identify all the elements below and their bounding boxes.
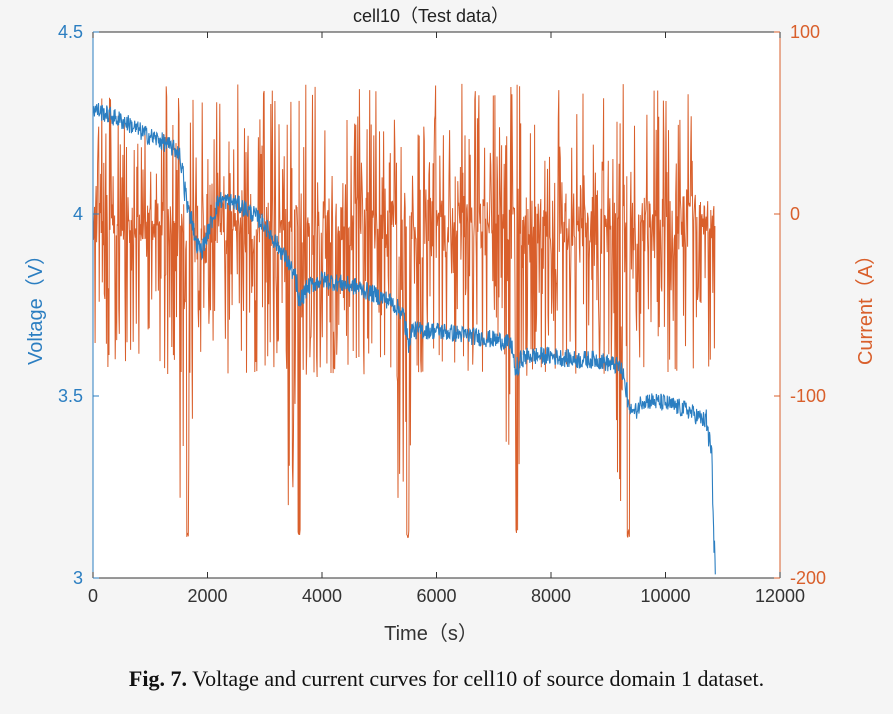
y-right-tick-label: 0 <box>790 204 800 224</box>
y-left-tick-label: 3 <box>73 568 83 588</box>
series-current-line <box>92 83 716 539</box>
y-left-tick-label: 4 <box>73 204 83 224</box>
x-tick-label: 10000 <box>640 586 690 606</box>
x-tick-label: 2000 <box>187 586 227 606</box>
plot-area <box>92 32 780 578</box>
y-axis-left-label: Voltage（V） <box>24 245 47 365</box>
x-tick-label: 12000 <box>755 586 805 606</box>
x-tick-label: 4000 <box>302 586 342 606</box>
x-tick-label: 0 <box>88 586 98 606</box>
x-tick-label: 8000 <box>531 586 571 606</box>
x-tick-label: 6000 <box>416 586 456 606</box>
series-voltage-line <box>92 102 716 575</box>
figure-caption: Fig. 7. Voltage and current curves for c… <box>0 666 893 692</box>
chart-title: cell10（Test data） <box>353 6 509 26</box>
y-right-tick-label: -200 <box>790 568 826 588</box>
y-right-tick-label: 100 <box>790 22 820 42</box>
y-right-tick-label: -100 <box>790 386 826 406</box>
x-axis-label: Time（s） <box>384 622 478 645</box>
chart: 0 2000 4000 6000 8000 10000 12000 3 3.5 4 4.5 -200 -… <box>24 6 877 645</box>
y-axis-right-label: Current（A） <box>854 245 877 365</box>
y-left-tick-label: 4.5 <box>58 22 83 42</box>
axes: 0 2000 4000 6000 8000 10000 12000 3 3.5 4 4.5 -200 -… <box>58 22 826 606</box>
caption-text: Voltage and current curves for cell10 of… <box>186 666 765 691</box>
caption-label: Fig. 7. <box>128 666 187 691</box>
y-left-tick-label: 3.5 <box>58 386 83 406</box>
